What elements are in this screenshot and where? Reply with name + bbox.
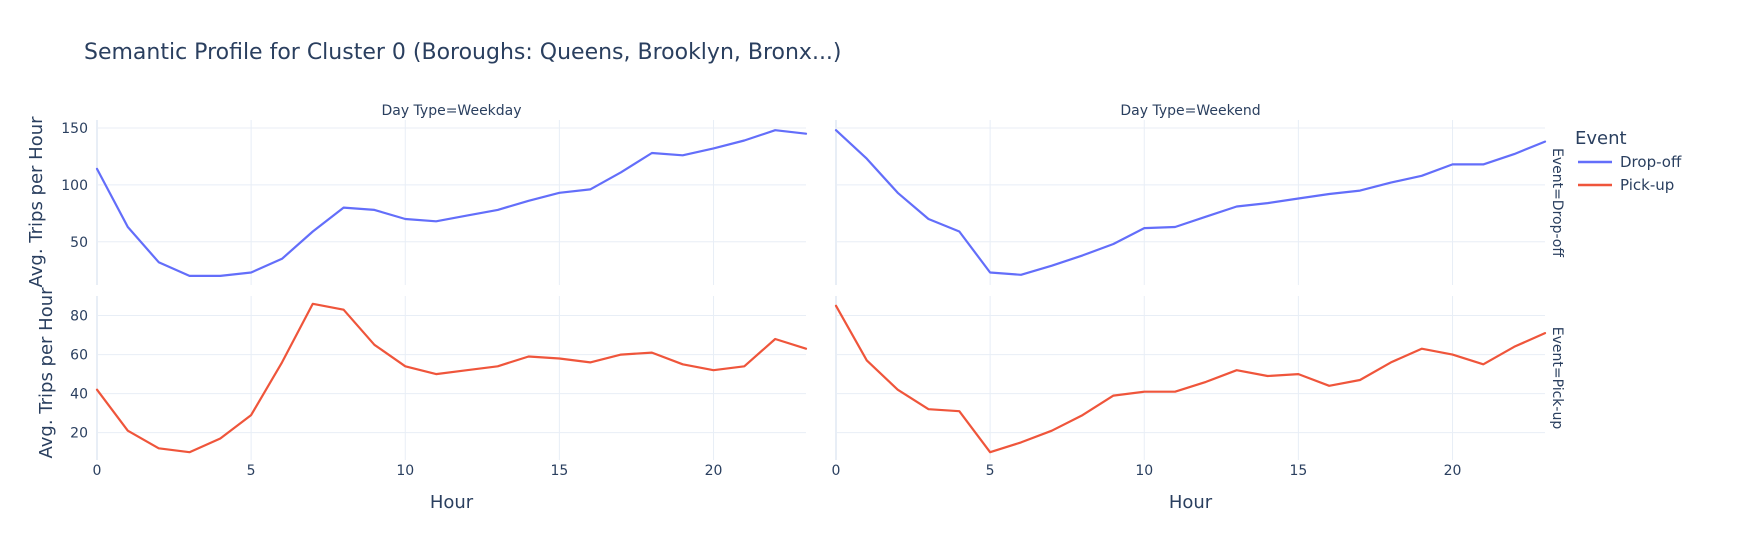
facet-label-drop-off: Event=Drop-off: [1549, 148, 1565, 257]
x-tick-label: 20: [705, 463, 723, 479]
legend-label: Pick-up: [1620, 176, 1674, 194]
x-tick-label: 5: [247, 463, 256, 479]
facet-label-pick-up: Event=Pick-up: [1549, 327, 1565, 430]
x-tick-label: 15: [550, 463, 568, 479]
x-tick-label: 15: [1289, 463, 1307, 479]
y-axis-title: Avg. Trips per Hour: [26, 116, 47, 288]
y-tick-label: 40: [70, 387, 88, 403]
y-axis-title: Avg. Trips per Hour: [36, 287, 57, 459]
y-tick-label: 50: [70, 235, 88, 251]
chart-title: Semantic Profile for Cluster 0 (Boroughs…: [84, 40, 842, 65]
legend[interactable]: Event Drop-off Pick-up: [1575, 128, 1682, 194]
series-line-drop-off-weekday: [95, 129, 808, 277]
grid-layer: [96, 120, 1545, 460]
facet-label-weekend: Day Type=Weekend: [1120, 103, 1260, 119]
series-line-pick-up-weekday: [95, 302, 808, 454]
y-tick-label: 150: [61, 121, 88, 137]
x-tick-label: 10: [396, 463, 414, 479]
x-axis-title: Hour: [1169, 492, 1213, 513]
x-tick-label: 10: [1135, 463, 1153, 479]
line-layer: [95, 129, 1547, 454]
series-line-drop-off-weekend: [834, 129, 1547, 276]
legend-item-pick-up[interactable]: Pick-up: [1578, 176, 1674, 194]
tick-layer: 50 100 150 20 40 60 80 0 5 10 15 20 0 5 10 15 20: [61, 121, 1461, 479]
x-tick-label: 20: [1444, 463, 1462, 479]
y-tick-label: 60: [70, 348, 88, 364]
x-tick-label: 0: [93, 463, 102, 479]
x-tick-label: 0: [832, 463, 841, 479]
y-tick-label: 20: [70, 426, 88, 442]
y-tick-label: 80: [70, 309, 88, 325]
legend-item-drop-off[interactable]: Drop-off: [1578, 153, 1682, 171]
x-axis-title: Hour: [430, 492, 474, 513]
facet-label-weekday: Day Type=Weekday: [381, 103, 521, 119]
legend-label: Drop-off: [1620, 153, 1682, 171]
y-tick-label: 100: [61, 178, 88, 194]
series-line-pick-up-weekend: [834, 304, 1547, 454]
x-tick-label: 5: [986, 463, 995, 479]
legend-title: Event: [1575, 128, 1627, 149]
